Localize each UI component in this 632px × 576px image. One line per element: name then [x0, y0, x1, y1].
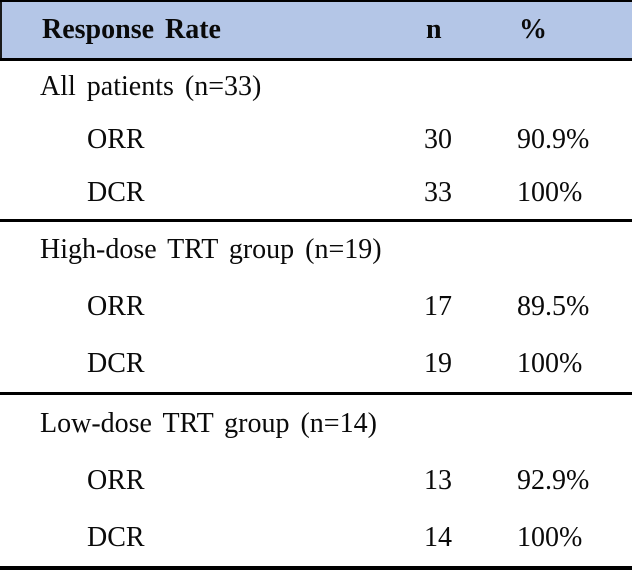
section-divider-rule — [0, 392, 632, 395]
table-row-orr: ORR 30 90.9% — [0, 114, 632, 167]
measure-label: ORR — [87, 124, 145, 155]
section-label: High-dose TRT group (n=19) — [40, 234, 382, 266]
n-value: 14 — [424, 521, 452, 553]
pct-value: 90.9% — [517, 124, 590, 155]
n-value: 13 — [424, 464, 452, 496]
section-all-patients: All patients (n=33) ORR 30 90.9% DCR 33 … — [0, 61, 632, 219]
n-value: 17 — [424, 291, 452, 322]
measure-label: DCR — [87, 521, 145, 553]
section-label-row: High-dose TRT group (n=19) — [0, 222, 632, 279]
header-bottom-rule — [0, 58, 632, 61]
table-row-dcr: DCR 19 100% — [0, 335, 632, 392]
table-header-row: Response Rate n % — [0, 2, 632, 58]
section-label: Low-dose TRT group (n=14) — [40, 407, 377, 439]
pct-value: 100% — [517, 521, 583, 553]
section-label-row: All patients (n=33) — [0, 61, 632, 114]
section-divider-rule — [0, 219, 632, 222]
table-top-rule — [0, 0, 632, 2]
n-value: 30 — [424, 124, 452, 155]
section-label-row: Low-dose TRT group (n=14) — [0, 395, 632, 452]
pct-value: 89.5% — [517, 291, 590, 322]
n-value: 19 — [424, 347, 452, 379]
section-high-dose: High-dose TRT group (n=19) ORR 17 89.5% … — [0, 222, 632, 392]
section-label: All patients (n=33) — [40, 71, 262, 103]
pct-value: 100% — [517, 347, 583, 379]
table-row-dcr: DCR 14 100% — [0, 509, 632, 566]
measure-label: DCR — [87, 176, 145, 208]
section-low-dose: Low-dose TRT group (n=14) ORR 13 92.9% D… — [0, 395, 632, 566]
measure-label: ORR — [87, 464, 145, 496]
pct-value: 92.9% — [517, 464, 590, 496]
header-n: n — [426, 14, 442, 45]
bottom-whitespace — [0, 570, 632, 576]
table-row-dcr: DCR 33 100% — [0, 166, 632, 219]
n-value: 33 — [424, 176, 452, 208]
header-percent: % — [519, 14, 547, 45]
table-bottom-rule — [0, 566, 632, 570]
table-row-orr: ORR 17 89.5% — [0, 279, 632, 336]
header-response-rate: Response Rate — [42, 14, 221, 45]
measure-label: ORR — [87, 291, 145, 322]
measure-label: DCR — [87, 347, 145, 379]
table-row-orr: ORR 13 92.9% — [0, 452, 632, 509]
pct-value: 100% — [517, 176, 583, 208]
